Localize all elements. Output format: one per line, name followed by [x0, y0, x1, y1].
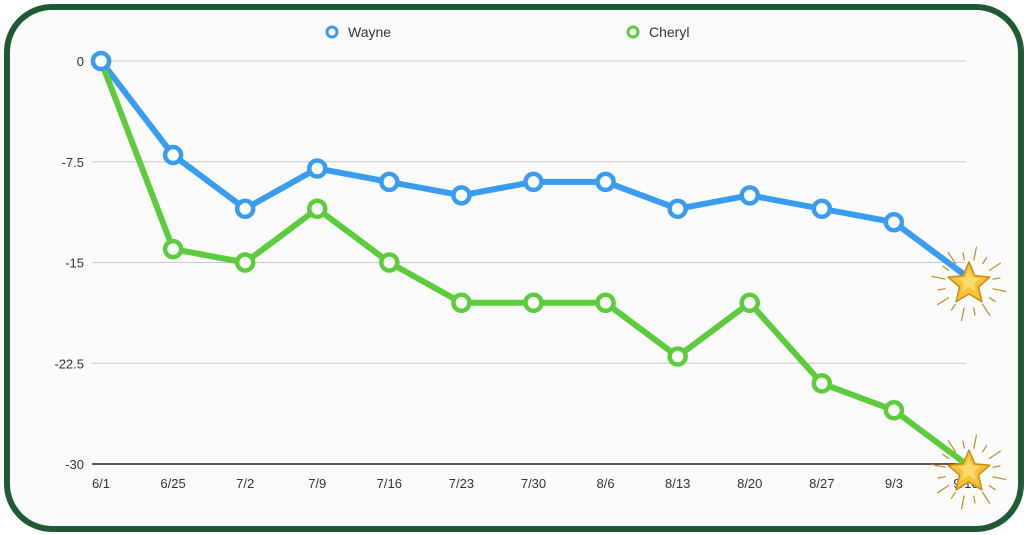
legend-item-wayne: Wayne	[325, 24, 391, 40]
star-highlight	[957, 458, 981, 480]
data-point-cheryl	[307, 198, 328, 220]
data-point-cheryl	[667, 346, 688, 367]
sparkle-ray	[988, 296, 996, 303]
sparkle-ray	[962, 252, 965, 261]
x-tick-label: 6/1	[92, 476, 110, 491]
legend-label: Wayne	[348, 24, 391, 40]
sparkle-ray	[988, 450, 1002, 460]
x-tick-label: 8/20	[737, 476, 762, 491]
sparkle-ray	[992, 465, 1001, 468]
data-point-cheryl	[379, 252, 400, 273]
sparkle-ray	[973, 495, 976, 504]
sparkle-ray	[981, 491, 991, 505]
y-tick-label: -22.5	[54, 356, 84, 371]
sparkle-ray	[981, 445, 988, 453]
y-axis-ticks: 0 -7.5 -15 -22.5 -30	[54, 54, 84, 472]
x-tick-label: 7/9	[308, 476, 326, 491]
sparkle-ray	[947, 251, 957, 265]
x-tick-label: 6/25	[160, 476, 185, 491]
sparkle-ray	[942, 453, 950, 460]
series-line-wayne	[98, 58, 969, 279]
sparkle-ray	[947, 439, 957, 453]
x-tick-label: 7/16	[377, 476, 402, 491]
sparkle-ray	[937, 287, 946, 291]
x-tick-label: 9/3	[885, 476, 903, 491]
end-stars	[931, 246, 1007, 510]
sparkle-ray	[962, 440, 965, 449]
data-point-cheryl	[595, 292, 616, 314]
data-point-cheryl	[234, 252, 256, 273]
x-tick-label: 7/30	[521, 476, 546, 491]
data-point-wayne	[90, 50, 112, 72]
data-point-wayne	[162, 144, 184, 166]
x-tick-label: 8/6	[597, 476, 615, 491]
data-point-cheryl	[523, 292, 544, 314]
data-point-wayne	[451, 185, 472, 206]
sparkle-ray	[992, 288, 1007, 293]
data-point-wayne	[883, 211, 905, 233]
y-tick-label: -30	[65, 457, 84, 472]
star-highlight	[957, 269, 981, 292]
data-point-wayne	[523, 171, 544, 193]
sparkle-ray	[960, 495, 965, 510]
data-point-wayne	[667, 198, 688, 220]
sparkle-ray	[973, 307, 976, 316]
x-tick-label: 7/2	[236, 476, 254, 491]
data-point-wayne	[739, 185, 760, 206]
sparkle-ray	[931, 463, 946, 468]
sparkle-ray	[988, 484, 996, 491]
sparkle-ray	[992, 476, 1007, 481]
sparkle-ray	[973, 434, 978, 449]
gridlines	[92, 60, 966, 465]
sparkle-ray	[981, 303, 991, 316]
x-tick-label: 7/23	[449, 476, 474, 491]
data-point-wayne	[595, 171, 616, 193]
x-tick-label: 8/13	[665, 476, 690, 491]
sparkle-ray	[981, 257, 988, 265]
sparkle-ray	[936, 484, 950, 494]
sparkle-ray	[936, 296, 950, 306]
star-icon	[931, 434, 1007, 510]
legend-marker	[325, 25, 339, 39]
series-points	[90, 50, 905, 421]
sparkle-ray	[950, 303, 957, 311]
data-point-cheryl	[451, 292, 472, 314]
x-axis-ticks: 6/1 6/25 7/2 7/9 7/16 7/23 7/30 8/6 8/13 8/20 8/27…	[92, 476, 979, 491]
legend-label: Cheryl	[649, 24, 689, 40]
sparkle-ray	[950, 491, 957, 499]
data-point-wayne	[307, 158, 328, 179]
chart-frame	[4, 4, 1024, 532]
star-icon	[931, 246, 1007, 322]
y-tick-label: -7.5	[62, 155, 84, 170]
legend-item-cheryl: Cheryl	[626, 24, 689, 40]
data-point-wayne	[234, 198, 256, 220]
sparkle-ray	[960, 307, 965, 322]
x-tick-label: 8/27	[809, 476, 834, 491]
data-point-wayne	[379, 171, 400, 193]
data-point-cheryl	[883, 400, 905, 421]
sparkle-ray	[942, 265, 950, 272]
y-tick-label: 0	[77, 54, 84, 69]
data-point-cheryl	[811, 373, 833, 394]
data-point-cheryl	[162, 238, 184, 260]
sparkle-ray	[988, 262, 1002, 272]
legend-marker	[626, 25, 640, 39]
sparkle-ray	[973, 246, 978, 261]
sparkle-ray	[937, 476, 946, 479]
data-point-cheryl	[739, 292, 760, 314]
y-tick-label: -15	[65, 256, 84, 271]
sparkle-ray	[931, 275, 946, 280]
sparkle-ray	[992, 277, 1001, 280]
legend: Wayne Cheryl	[325, 24, 689, 40]
data-point-wayne	[811, 198, 833, 220]
